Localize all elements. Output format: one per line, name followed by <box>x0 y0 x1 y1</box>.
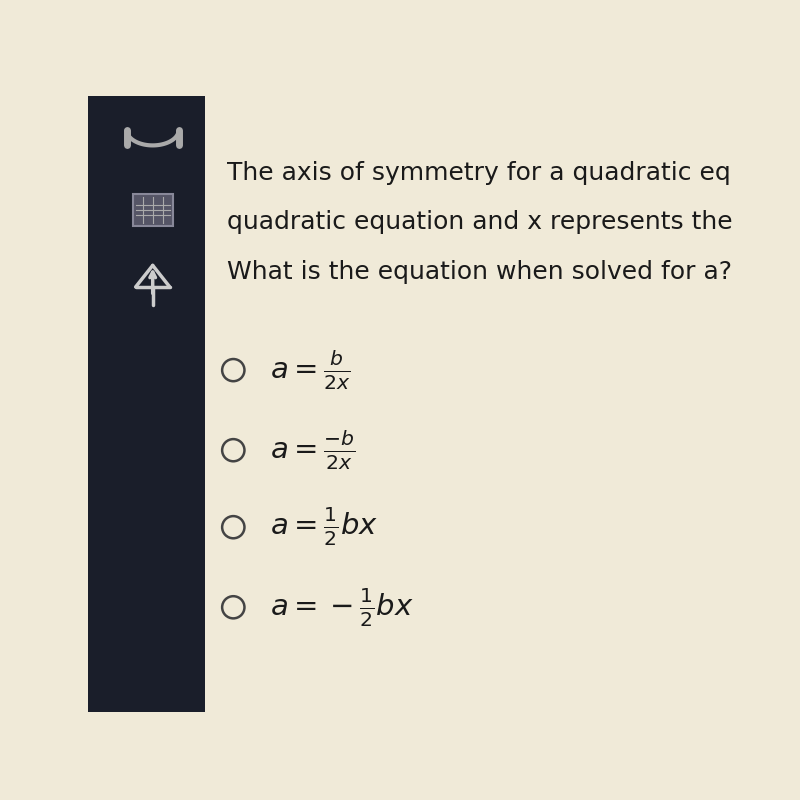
Text: The axis of symmetry for a quadratic eq: The axis of symmetry for a quadratic eq <box>227 161 731 185</box>
Bar <box>133 194 173 226</box>
Text: quadratic equation and x represents the: quadratic equation and x represents the <box>227 210 733 234</box>
Text: $a = \frac{1}{2}bx$: $a = \frac{1}{2}bx$ <box>270 506 378 549</box>
Text: $a = -\frac{1}{2}bx$: $a = -\frac{1}{2}bx$ <box>270 586 414 629</box>
Text: $a = \frac{b}{2x}$: $a = \frac{b}{2x}$ <box>270 349 351 392</box>
Text: What is the equation when solved for a?: What is the equation when solved for a? <box>227 259 732 283</box>
Text: $a = \frac{-b}{2x}$: $a = \frac{-b}{2x}$ <box>270 429 356 472</box>
Bar <box>88 96 206 712</box>
